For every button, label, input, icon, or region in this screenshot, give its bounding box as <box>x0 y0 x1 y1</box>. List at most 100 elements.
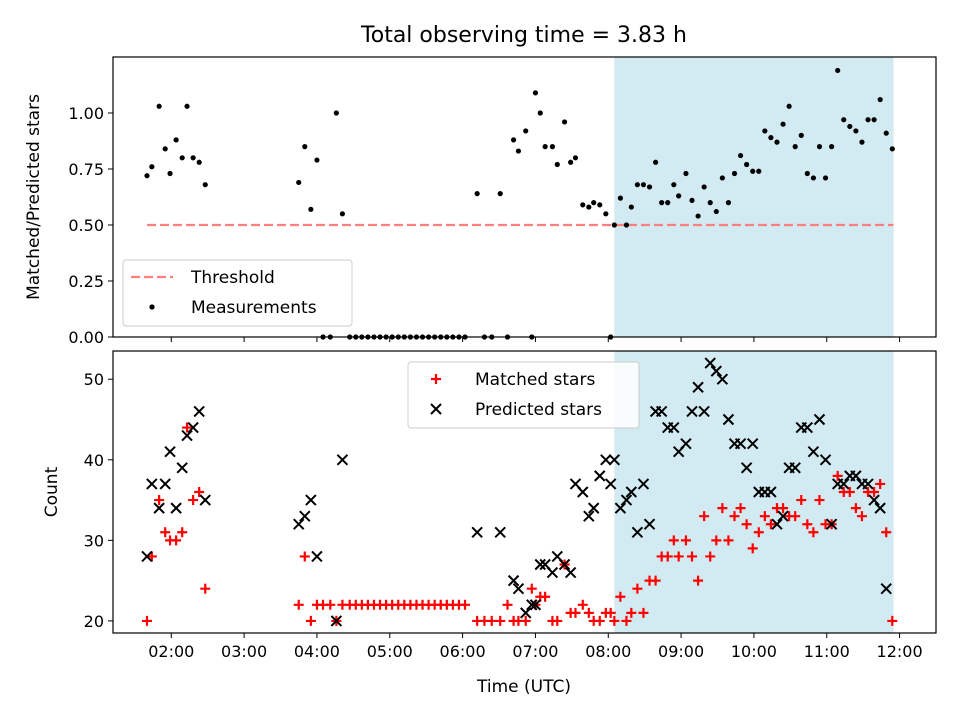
predicted-point <box>330 615 343 627</box>
predicted-point <box>734 437 747 450</box>
predicted-point <box>740 462 753 474</box>
predicted-point <box>655 405 668 418</box>
measurement-point <box>859 139 865 145</box>
predicted-point <box>765 486 777 498</box>
matched-point <box>687 551 698 562</box>
predicted-point <box>146 478 158 490</box>
x-tick-label: 07:00 <box>512 642 558 661</box>
measurement-point <box>628 204 634 210</box>
x-tick-label: 10:00 <box>731 642 777 661</box>
measurement-point <box>762 128 768 134</box>
matched-point <box>177 527 188 538</box>
predicted-point <box>801 421 814 434</box>
matched-point <box>673 551 684 562</box>
measurement-point <box>871 117 877 123</box>
measurement-point <box>296 179 302 186</box>
predicted-point <box>868 494 880 506</box>
predicted-point <box>164 446 176 458</box>
matched-point <box>747 543 758 554</box>
x-tick-label: 08:00 <box>585 642 631 661</box>
measurement-point <box>173 137 179 143</box>
measurement-point <box>523 128 529 134</box>
measurement-point <box>586 204 592 210</box>
measurement-point <box>515 148 522 154</box>
matched-point <box>723 535 734 546</box>
matched-point <box>856 511 867 522</box>
measurement-point <box>792 144 798 150</box>
measurement-point <box>572 155 579 161</box>
y-tick-label: 30 <box>84 531 104 550</box>
predicted-point <box>471 526 483 538</box>
matched-point <box>305 615 316 626</box>
measurement-point <box>853 128 859 134</box>
measurement-point <box>713 208 719 215</box>
measurement-point <box>829 144 835 150</box>
matched-point <box>615 591 626 602</box>
predicted-point <box>698 405 710 418</box>
measurement-point <box>676 193 682 199</box>
matched-point <box>735 503 746 514</box>
predicted-point <box>526 599 538 611</box>
measurement-point <box>744 161 750 168</box>
matched-point <box>154 495 165 506</box>
measurement-point <box>167 170 173 177</box>
x-tick-label: 12:00 <box>877 642 923 661</box>
y-tick-label: 0.75 <box>68 160 104 179</box>
measurement-point <box>646 184 653 190</box>
measurement-point <box>719 175 725 181</box>
matched-point <box>881 527 892 538</box>
measurement-point <box>308 206 314 212</box>
matched-point <box>741 519 752 530</box>
measurement-point <box>179 155 185 161</box>
measurement-point <box>617 195 623 201</box>
predicted-point <box>305 494 317 506</box>
highlight-span <box>614 57 894 337</box>
predicted-point <box>819 454 832 466</box>
matched-point <box>832 470 843 481</box>
measurement-point <box>603 211 609 217</box>
matched-point <box>869 487 880 497</box>
predicted-point <box>583 510 595 522</box>
predicted-point <box>620 494 633 506</box>
x-tick-label: 11:00 <box>804 642 850 661</box>
measurement-point <box>554 161 560 168</box>
measurement-point <box>196 159 202 165</box>
matched-point <box>609 615 620 626</box>
matched-point <box>717 503 728 514</box>
predicted-point <box>862 478 874 490</box>
measurement-point <box>339 211 346 217</box>
measurement-point <box>611 222 617 228</box>
predicted-point <box>577 486 589 498</box>
predicted-point <box>153 502 165 514</box>
matched-point <box>570 607 581 618</box>
measurement-point <box>768 135 774 141</box>
measurement-point <box>835 67 841 74</box>
matched-point <box>650 575 661 586</box>
x-tick-label: 09:00 <box>658 642 704 661</box>
measurement-point <box>561 119 568 125</box>
predicted-point <box>594 470 606 482</box>
matched-point <box>711 535 722 546</box>
predicted-point <box>722 413 735 426</box>
predicted-point <box>874 502 886 514</box>
measurement-point <box>597 202 603 208</box>
matched-point <box>705 551 716 562</box>
predicted-point <box>587 502 600 514</box>
matched-point <box>325 599 336 610</box>
predicted-point <box>813 413 826 426</box>
predicted-point <box>199 494 211 506</box>
matched-point <box>299 551 310 562</box>
matched-point <box>182 422 193 433</box>
measurement-point <box>689 197 695 203</box>
matched-point <box>790 511 801 522</box>
predicted-point <box>668 421 680 434</box>
measurement-point <box>634 182 640 188</box>
matched-point <box>680 535 691 546</box>
x-tick-label: 05:00 <box>367 642 413 661</box>
matched-point <box>194 487 205 497</box>
predicted-point <box>716 373 729 385</box>
bottom-axes-frame <box>112 350 937 634</box>
matched-point <box>605 607 616 618</box>
matched-point <box>693 575 704 586</box>
measurement-point <box>810 175 816 181</box>
